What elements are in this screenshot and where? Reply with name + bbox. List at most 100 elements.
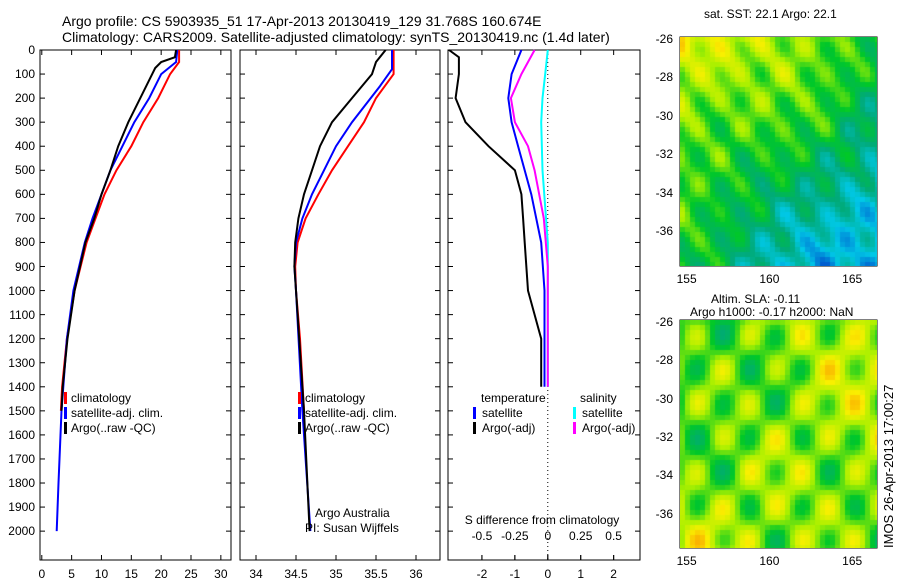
y-tick-label: 1300 [8, 355, 35, 370]
legend-label: satellite-adj. clim. [71, 406, 164, 420]
y-tick-label: 1400 [8, 379, 35, 394]
map-y-tick-label: -32 [655, 429, 673, 444]
legend-swatch [573, 422, 576, 434]
sst-map-title: sat. SST: 22.1 Argo: 22.1 [704, 7, 837, 21]
x-tick-label: 36 [409, 567, 423, 580]
series-line-climatology [59, 50, 181, 411]
legend-swatch [64, 422, 67, 434]
figure-title-line2: Climatology: CARS2009. Satellite-adjuste… [62, 29, 610, 45]
map-x-tick-label: 160 [759, 554, 780, 568]
legend-label: climatology [71, 391, 132, 405]
plot-frame-0 [39, 49, 232, 561]
y-tick-label: 1900 [8, 500, 35, 515]
annotation-pi: PI: Susan Wijffels [305, 521, 399, 535]
y-tick-label: 100 [14, 67, 35, 82]
y-tick-label: 0 [28, 43, 35, 57]
x-tick-label: 2 [610, 567, 617, 580]
map-y-tick-label: -36 [655, 224, 673, 239]
y-tick-label: 2000 [8, 524, 35, 539]
plot-frame-1 [239, 49, 441, 561]
y-tick-label: 900 [14, 259, 35, 274]
map-y-tick-label: -28 [655, 353, 673, 368]
legend-label: satellite-adj. clim. [305, 406, 398, 420]
legend-swatch [298, 407, 301, 419]
legend-swatch [473, 407, 476, 419]
x-tick-label: 0 [544, 567, 552, 580]
figure-title-line1: Argo profile: CS 5903935_51 17-Apr-2013 … [62, 13, 542, 29]
y-tick-label: 300 [14, 115, 35, 130]
map-y-tick-label: -32 [655, 147, 673, 162]
y-tick-label: 800 [14, 235, 35, 250]
y-tick-label: 400 [14, 139, 35, 154]
legend-header-temperature: temperature [481, 391, 546, 405]
legend-label: satellite [582, 406, 623, 420]
legend-swatch [64, 392, 67, 404]
sla-map-title: Altim. SLA: -0.11 [711, 292, 801, 306]
legend-swatch [298, 392, 301, 404]
map-x-tick-label: 155 [676, 272, 697, 286]
x-tick-label: 1 [577, 567, 585, 580]
x-tick-label: -1 [509, 567, 521, 580]
y-tick-label: 600 [14, 187, 35, 202]
series-line-s-argo-adj- [509, 49, 549, 387]
map-y-tick-label: -36 [655, 506, 673, 521]
x-tick-label: 30 [214, 567, 228, 580]
x2-tick-label: 0 [544, 529, 552, 543]
x2-tick-label: -0.5 [471, 529, 493, 543]
series-line-argo-raw-qc- [293, 49, 387, 532]
plot-frame-2 [447, 49, 641, 561]
y-tick-label: 1600 [8, 427, 35, 442]
annotation-institution: Argo Australia [315, 506, 390, 520]
map-y-tick-label: -34 [655, 468, 673, 483]
map-y-tick-label: -30 [655, 108, 673, 123]
map-x-tick-label: 155 [676, 554, 697, 568]
x2-tick-label: 0.5 [605, 529, 622, 543]
map-y-tick-label: -28 [655, 70, 673, 85]
y-tick-label: 700 [14, 211, 35, 226]
x-tick-label: 35.5 [364, 567, 388, 580]
legend-label: Argo(..raw -QC) [71, 421, 156, 435]
x2-axis-label: S difference from climatology [464, 513, 620, 527]
legend-label: Argo(..raw -QC) [305, 421, 390, 435]
y-tick-label: 1100 [9, 307, 35, 322]
map-y-tick-label: -26 [655, 31, 673, 46]
y-tick-label: 1000 [8, 283, 35, 298]
imos-timestamp: IMOS 26-Apr-2013 17:00:27 [881, 384, 896, 548]
map-y-tick-label: -34 [655, 185, 673, 200]
legend-swatch [473, 422, 476, 434]
series-line-t-argo-adj- [448, 49, 543, 387]
legend-label: Argo(-adj) [582, 421, 636, 435]
sla-map-subtitle: Argo h1000: -0.17 h2000: NaN [690, 305, 854, 319]
legend-swatch [573, 407, 576, 419]
series-line-climatology [294, 50, 395, 411]
y-tick-label: 1200 [8, 331, 35, 346]
x-tick-label: 25 [184, 567, 198, 580]
x-tick-label: 34 [249, 567, 263, 580]
x-tick-label: 0 [38, 567, 46, 580]
x-tick-label: 35 [329, 567, 343, 580]
y-tick-label: 200 [14, 91, 35, 106]
legend-header-salinity: salinity [580, 391, 617, 405]
y-tick-label: 1700 [8, 451, 35, 466]
x-tick-label: 15 [124, 567, 138, 580]
x2-tick-label: 0.25 [569, 529, 593, 543]
x-tick-label: 20 [154, 567, 168, 580]
x2-tick-label: -0.25 [501, 529, 529, 543]
series-line-satellite-adj-clim- [293, 50, 393, 532]
series-line-t-satellite [507, 49, 546, 387]
map-x-tick-label: 165 [842, 272, 863, 286]
sst-map [680, 37, 877, 266]
legend-swatch [64, 407, 67, 419]
legend-label: Argo(-adj) [482, 421, 536, 435]
x-tick-label: 5 [68, 567, 75, 580]
x-tick-label: -2 [476, 567, 488, 580]
map-y-tick-label: -30 [655, 391, 673, 406]
y-tick-label: 1800 [8, 476, 35, 491]
legend-swatch [298, 422, 301, 434]
x-tick-label: 10 [94, 567, 109, 580]
series-line-argo-raw-qc- [60, 49, 178, 411]
x-tick-label: 34.5 [284, 567, 308, 580]
map-y-tick-label: -26 [655, 314, 673, 329]
sla-map [680, 320, 877, 548]
